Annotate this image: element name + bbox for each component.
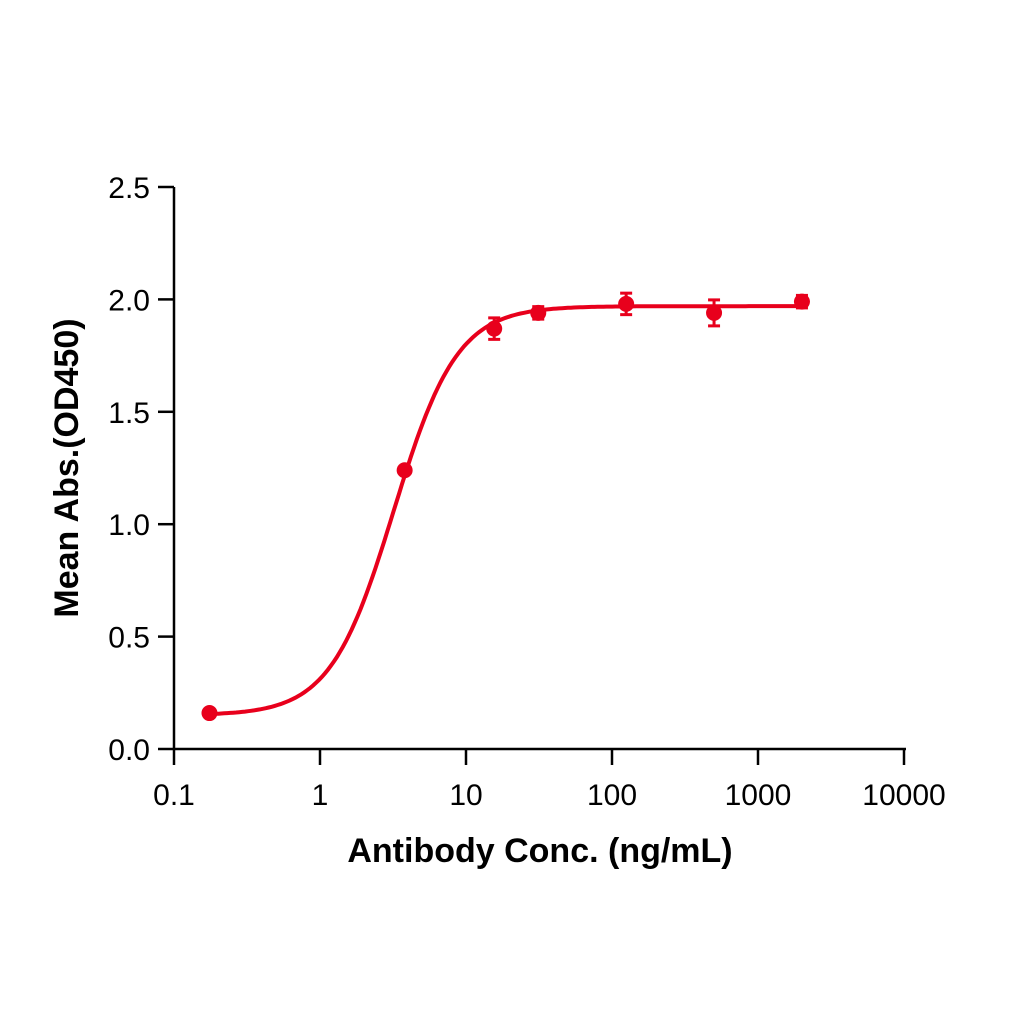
x-tick-label: 1: [312, 779, 329, 812]
y-tick-label: 0.5: [108, 622, 150, 655]
y-tick-label: 1.0: [108, 509, 150, 542]
x-tick-label: 10000: [862, 779, 945, 812]
y-axis-title: Mean Abs.(OD450): [48, 318, 86, 617]
y-tick-label: 2.5: [108, 172, 150, 205]
data-point: [530, 304, 547, 321]
data-point: [486, 320, 503, 337]
data-point: [706, 304, 723, 321]
x-tick-label: 10: [449, 779, 482, 812]
y-tick-label: 0.0: [108, 734, 150, 767]
x-tick-label: 0.1: [153, 779, 195, 812]
x-tick-label: 1000: [725, 779, 792, 812]
y-tick-label: 1.5: [108, 397, 150, 430]
data-point: [396, 462, 413, 479]
x-tick-label: 100: [587, 779, 637, 812]
data-point: [618, 295, 635, 312]
y-tick-label: 2.0: [108, 284, 150, 317]
x-axis-title: Antibody Conc. (ng/mL): [347, 832, 732, 870]
data-point: [793, 293, 810, 310]
data-point: [201, 705, 218, 722]
fit-curve: [209, 304, 802, 717]
